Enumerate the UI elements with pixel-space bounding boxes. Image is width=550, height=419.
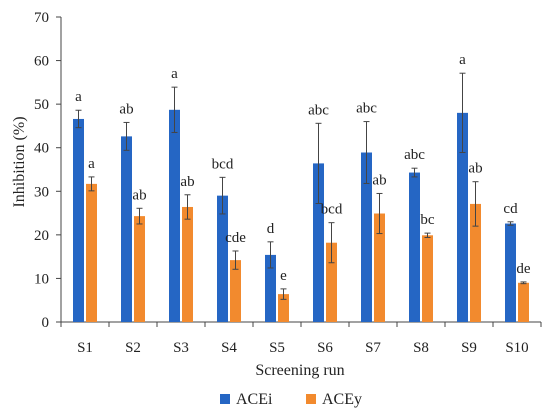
- legend: ACEi ACEy: [220, 391, 362, 408]
- bar-acey-s9: [470, 203, 481, 322]
- bar-acei-s8: [409, 172, 420, 322]
- significance-label: a: [171, 66, 178, 82]
- plot-area: 0 10 20 30 40 50 60 70 S1 S2 S3 S4 S5 S6 S7 S8 S9 S10 a ab a…: [34, 10, 542, 356]
- y-tick-label: 50: [34, 97, 49, 113]
- significance-label: abc: [308, 102, 329, 118]
- significance-label: a: [459, 52, 466, 68]
- bar-acey-s2: [134, 216, 145, 322]
- x-axis-title: Screening run: [255, 362, 344, 379]
- x-tick-label: S3: [173, 340, 189, 356]
- legend-label-acey: ACEy: [322, 391, 362, 408]
- y-tick-label: 10: [34, 271, 49, 287]
- bar-acey-s1: [86, 183, 97, 322]
- bar-acei-s9: [457, 112, 468, 322]
- significance-label: ab: [180, 174, 194, 190]
- bar-acei-s1: [73, 118, 84, 322]
- x-tick-label: S10: [505, 340, 528, 356]
- x-tick-label: S5: [269, 340, 285, 356]
- significance-label: ab: [372, 172, 386, 188]
- bar-acei-s2: [121, 136, 132, 322]
- significance-label: a: [88, 156, 95, 172]
- y-tick-label: 30: [34, 184, 49, 200]
- significance-label: a: [75, 89, 82, 105]
- significance-label: cde: [225, 230, 246, 246]
- significance-label: ab: [119, 101, 133, 117]
- y-tick-label: 0: [42, 315, 50, 331]
- significance-label: de: [516, 261, 531, 277]
- x-tick-label: S6: [317, 340, 333, 356]
- x-tick-label: S7: [365, 340, 381, 356]
- legend-label-acei: ACEi: [236, 391, 273, 408]
- bar-acey-s7: [374, 213, 385, 322]
- bar-acei-s4: [217, 195, 228, 322]
- significance-label: cd: [503, 201, 518, 217]
- y-tick-label: 70: [34, 10, 49, 26]
- significance-label: abc: [404, 147, 425, 163]
- y-tick-label: 40: [34, 141, 49, 157]
- bar-acey-s10: [518, 282, 529, 322]
- x-tick-label: S4: [221, 340, 237, 356]
- bar-acei-s7: [361, 152, 372, 322]
- legend-swatch-acei: [220, 394, 230, 404]
- bar-acey-s4: [230, 260, 241, 322]
- significance-label: e: [280, 268, 287, 284]
- x-tick-label: S1: [77, 340, 93, 356]
- x-tick-label: S8: [413, 340, 429, 356]
- significance-label: abc: [356, 101, 377, 117]
- bar-acei-s3: [169, 109, 180, 322]
- bar-acey-s3: [182, 206, 193, 322]
- significance-label: ab: [468, 161, 482, 177]
- x-tick-label: S9: [461, 340, 477, 356]
- significance-label: bc: [420, 212, 435, 228]
- significance-label: ab: [132, 187, 146, 203]
- y-axis-title: Inhibition (%): [11, 116, 28, 207]
- significance-label: bcd: [212, 156, 234, 172]
- legend-swatch-acey: [306, 394, 316, 404]
- y-tick-label: 20: [34, 228, 49, 244]
- significance-label: d: [267, 221, 275, 237]
- y-tick-label: 60: [34, 54, 49, 70]
- significance-label: bcd: [321, 202, 343, 218]
- bar-acei-s6: [313, 163, 324, 322]
- bar-acei-s5: [265, 254, 276, 322]
- bar-acey-s6: [326, 242, 337, 322]
- bar-acey-s5: [278, 294, 289, 322]
- bar-acei-s10: [505, 223, 516, 322]
- bar-acey-s8: [422, 235, 433, 322]
- x-tick-label: S2: [125, 340, 141, 356]
